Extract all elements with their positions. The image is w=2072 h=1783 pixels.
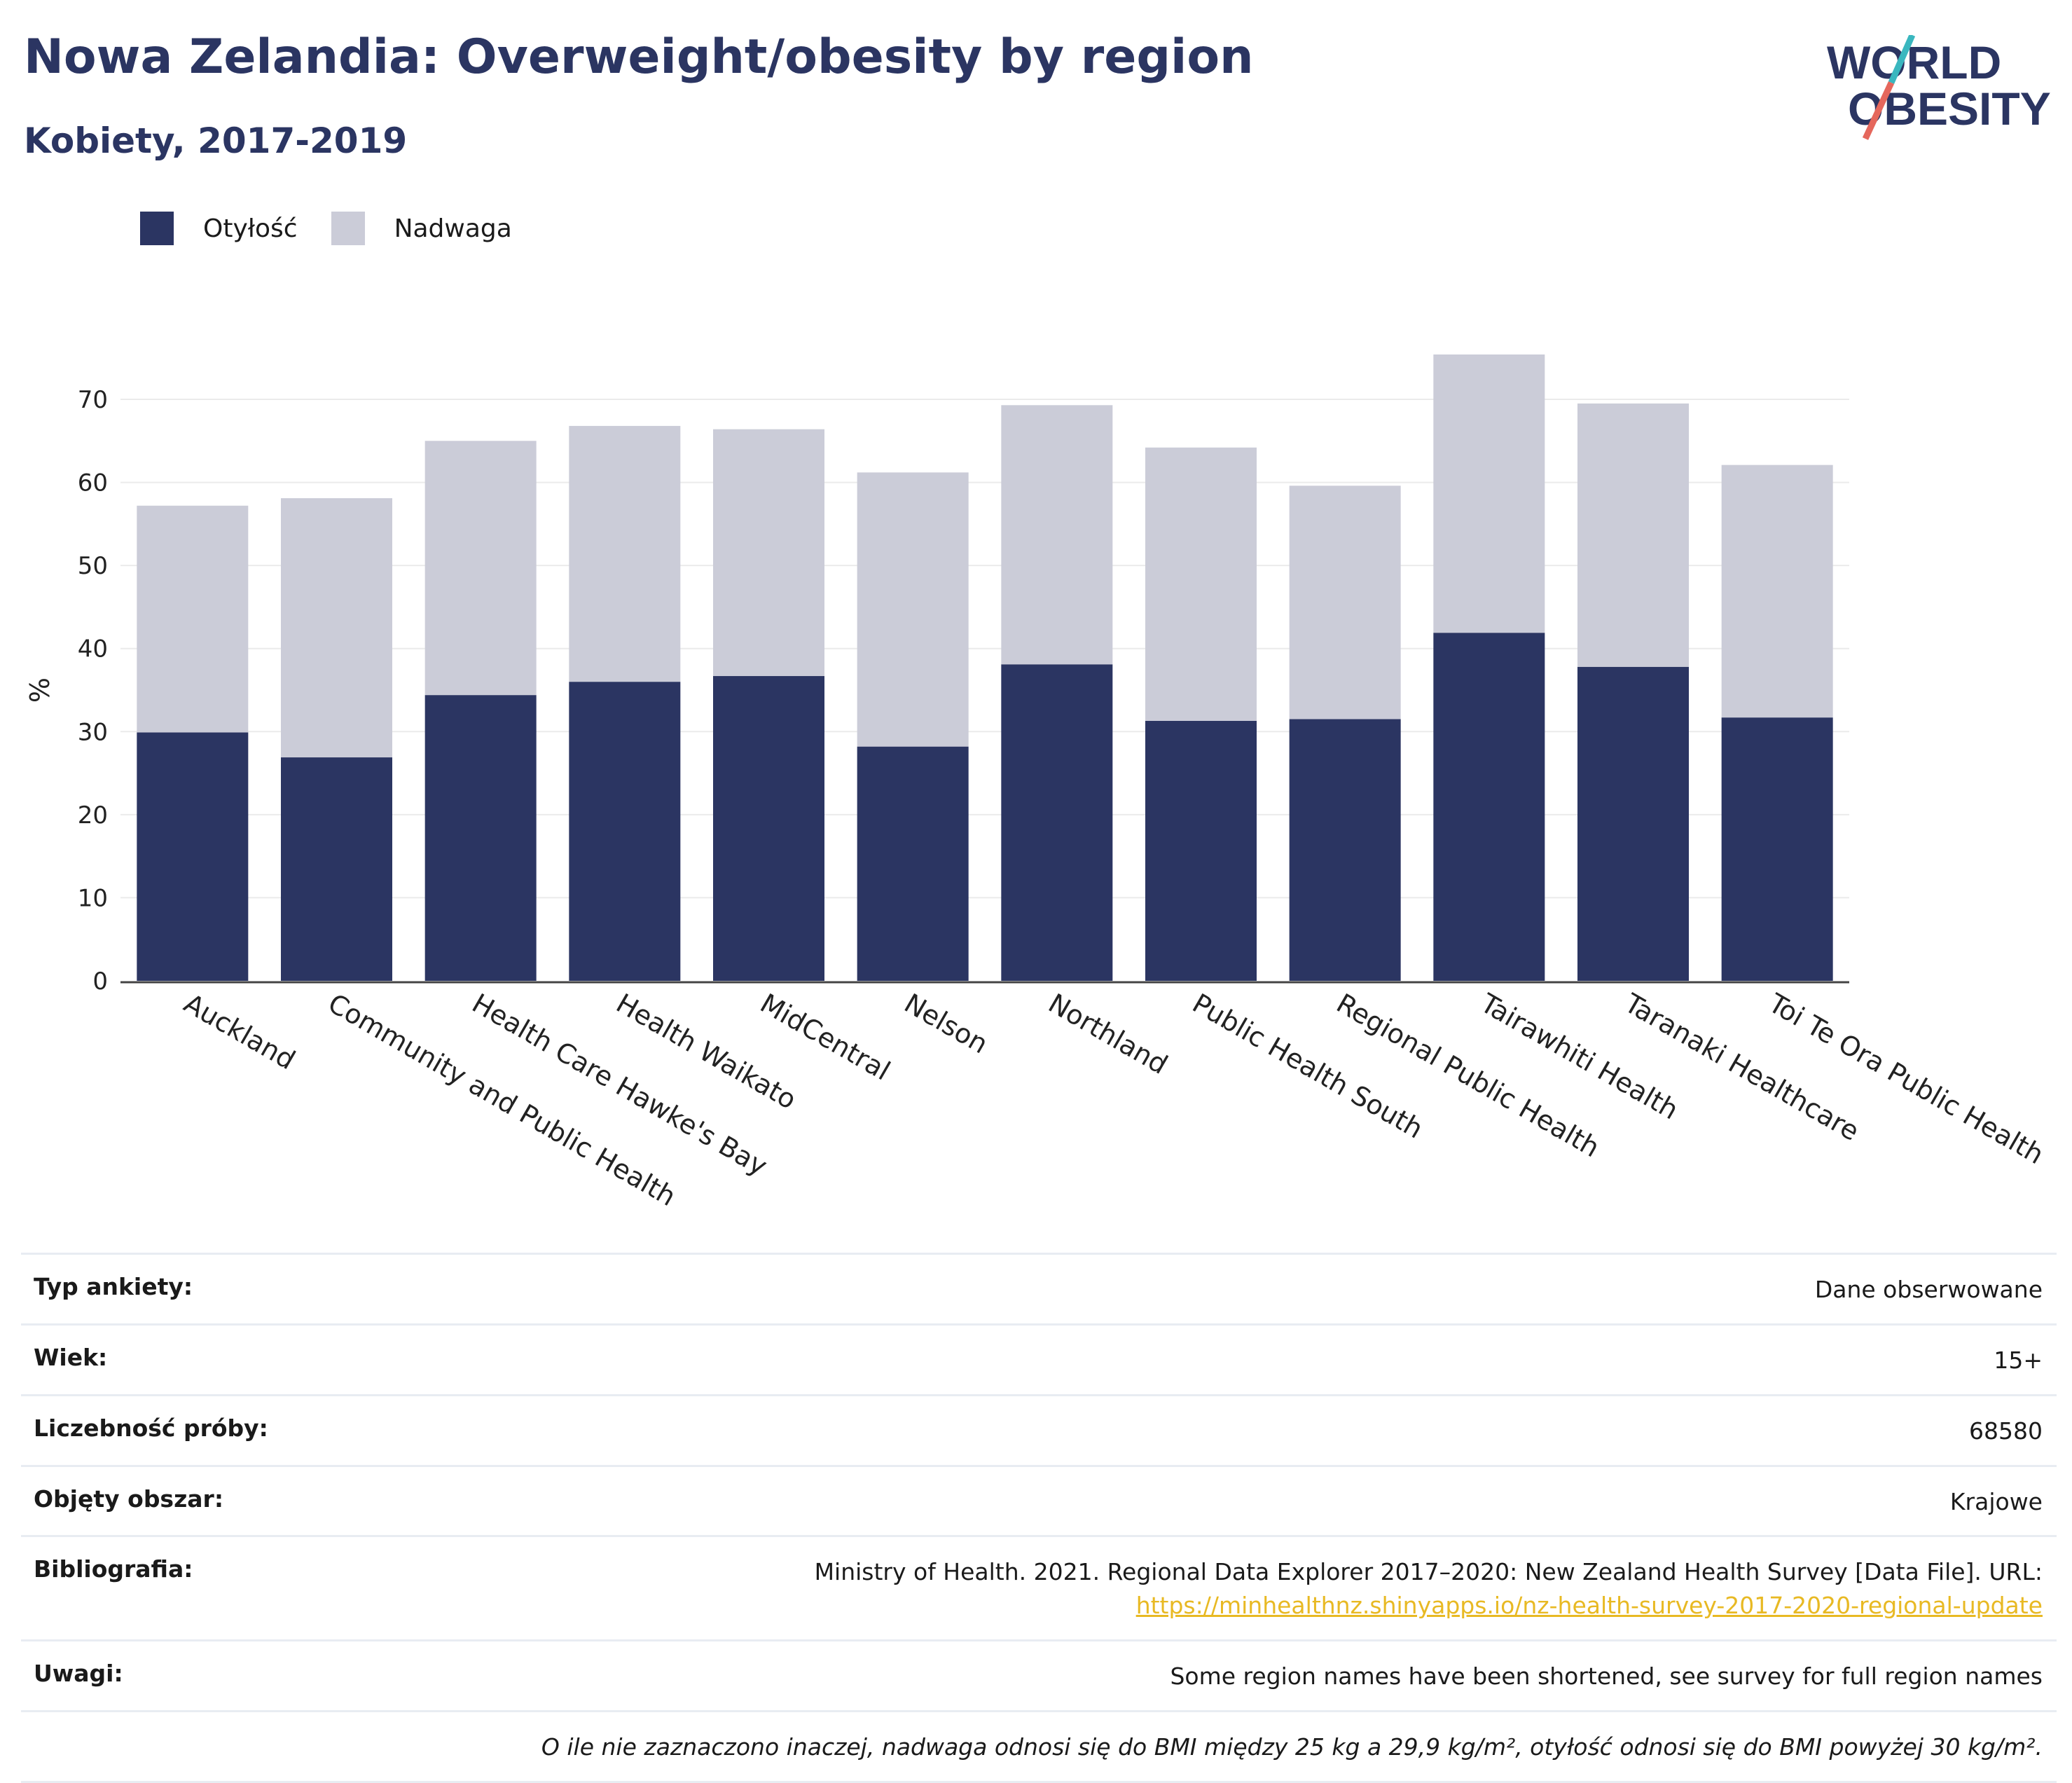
legend-label-overweight: Nadwaga <box>394 214 512 243</box>
details-table: Typ ankiety: Dane obserwowane Wiek: 15+ … <box>21 1253 2057 1783</box>
bar-obesity <box>1145 720 1257 981</box>
bar-overweight <box>857 472 969 747</box>
x-tick-label: Regional Public Health <box>1332 988 1605 1164</box>
y-tick-label: 40 <box>78 635 108 663</box>
y-tick-label: 20 <box>78 801 108 829</box>
y-tick-label: 70 <box>78 386 108 414</box>
details-row-sample-size: Liczebność próby: 68580 <box>21 1393 2057 1465</box>
details-row-survey-type: Typ ankiety: Dane obserwowane <box>21 1253 2057 1323</box>
chart-title: Nowa Zelandia: Overweight/obesity by reg… <box>24 29 1254 85</box>
details-label: Typ ankiety: <box>34 1273 193 1300</box>
x-tick-label: MidCentral <box>755 988 895 1087</box>
bar-overweight <box>424 441 537 696</box>
bar-obesity <box>569 682 681 981</box>
bar-overweight <box>137 505 249 733</box>
y-tick-label: 50 <box>78 552 108 580</box>
bar-obesity <box>1289 719 1401 981</box>
bar-overweight <box>1433 354 1545 633</box>
bar-obesity <box>424 695 537 981</box>
logo-accent-coral <box>1862 81 1895 140</box>
bar-obesity <box>857 746 969 981</box>
bar-obesity <box>1577 666 1689 981</box>
details-label: Wiek: <box>34 1343 108 1371</box>
legend-swatch-overweight <box>331 212 365 245</box>
bar-overweight <box>1577 403 1689 667</box>
details-label: Bibliografia: <box>34 1555 193 1583</box>
bar-overweight <box>1289 486 1401 720</box>
details-value: Ministry of Health. 2021. Regional Data … <box>815 1555 2043 1623</box>
bar-obesity <box>1721 717 1833 981</box>
x-tick-label: Taranaki Healthcare <box>1619 987 1864 1147</box>
details-row-bibliography: Bibliografia: Ministry of Health. 2021. … <box>21 1535 2057 1639</box>
details-value: Some region names have been shortened, s… <box>1170 1662 2043 1691</box>
details-row-definition-note: O ile nie zaznaczono inaczej, nadwaga od… <box>21 1709 2057 1783</box>
bibliography-text: Ministry of Health. 2021. Regional Data … <box>814 1558 2043 1586</box>
bar-obesity <box>1001 664 1113 981</box>
details-value: Dane obserwowane <box>1814 1276 2043 1303</box>
definition-note: O ile nie zaznaczono inaczej, nadwaga od… <box>541 1733 2043 1761</box>
bar-overweight <box>281 498 392 758</box>
bar-overweight <box>1001 405 1113 665</box>
y-tick-label: 60 <box>78 469 108 497</box>
details-row-age: Wiek: 15+ <box>21 1323 2057 1394</box>
logo-accent-teal <box>1888 35 1916 84</box>
details-label: Objęty obszar: <box>34 1485 224 1513</box>
chart-subtitle: Kobiety, 2017-2019 <box>24 121 408 161</box>
bar-obesity <box>137 732 249 981</box>
world-obesity-logo: WORLD OBESITY <box>1827 35 2051 140</box>
x-tick-label: Nelson <box>899 988 993 1060</box>
legend-swatch-obesity <box>140 212 174 245</box>
details-value: Krajowe <box>1949 1487 2043 1515</box>
chart-legend: Otyłość Nadwaga <box>140 207 546 249</box>
bar-obesity <box>281 757 392 981</box>
bar-overweight <box>1145 447 1257 721</box>
x-tick-label: Auckland <box>179 988 301 1076</box>
bar-overweight <box>1721 464 1833 718</box>
bar-overweight <box>713 429 824 676</box>
legend-item-obesity: Otyłość <box>140 212 298 245</box>
y-tick-label: 30 <box>78 718 108 746</box>
x-tick-label: Public Health South <box>1187 988 1428 1145</box>
y-tick-label: 0 <box>92 968 108 996</box>
logo-line1: WORLD <box>1827 36 2001 88</box>
bar-overweight <box>569 425 681 682</box>
y-tick-label: 10 <box>78 884 108 912</box>
details-row-coverage: Objęty obszar: Krajowe <box>21 1464 2057 1536</box>
bibliography-link[interactable]: https://minhealthnz.shinyapps.io/nz-heal… <box>1135 1592 2043 1620</box>
bar-obesity <box>1433 633 1545 981</box>
x-tick-label: Toi Te Ora Public Health <box>1763 987 2049 1170</box>
bar-obesity <box>713 675 824 981</box>
details-value: 68580 <box>1969 1417 2043 1445</box>
legend-label-obesity: Otyłość <box>203 214 298 243</box>
details-label: Liczebność próby: <box>34 1414 268 1442</box>
details-value: 15+ <box>1994 1346 2043 1374</box>
x-tick-label: Northland <box>1043 988 1173 1080</box>
details-row-notes: Uwagi: Some region names have been short… <box>21 1639 2057 1710</box>
details-label: Uwagi: <box>34 1660 123 1688</box>
y-axis-label: % <box>25 677 55 703</box>
legend-item-overweight: Nadwaga <box>331 212 512 245</box>
